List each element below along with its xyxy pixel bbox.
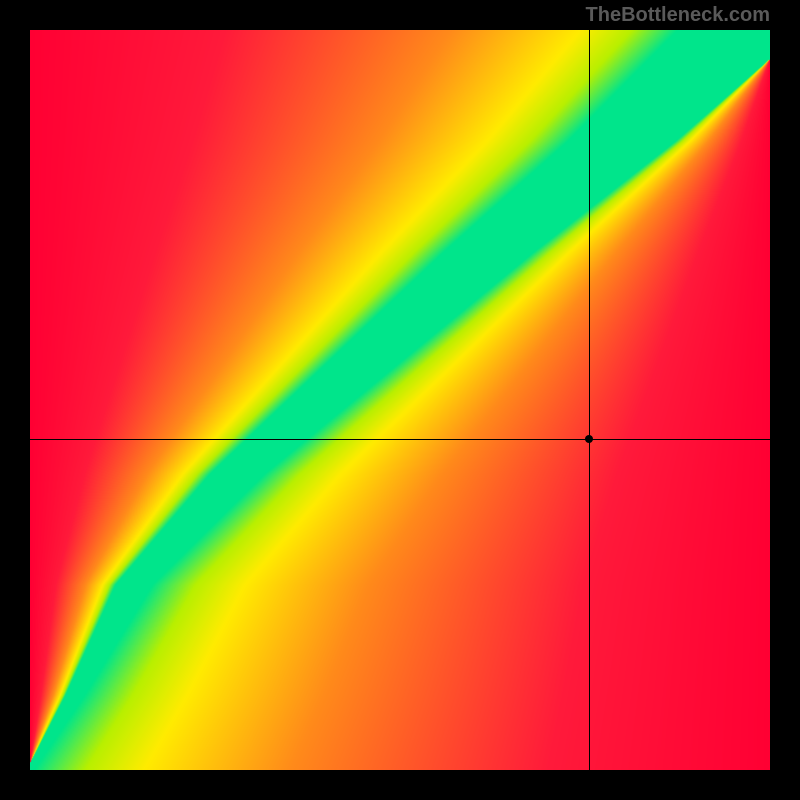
- crosshair-vertical: [589, 30, 590, 770]
- watermark-text: TheBottleneck.com: [586, 4, 770, 27]
- selection-marker-dot: [585, 435, 593, 443]
- heatmap-canvas: [30, 30, 770, 770]
- bottleneck-heatmap: [30, 30, 770, 770]
- crosshair-horizontal: [30, 439, 770, 440]
